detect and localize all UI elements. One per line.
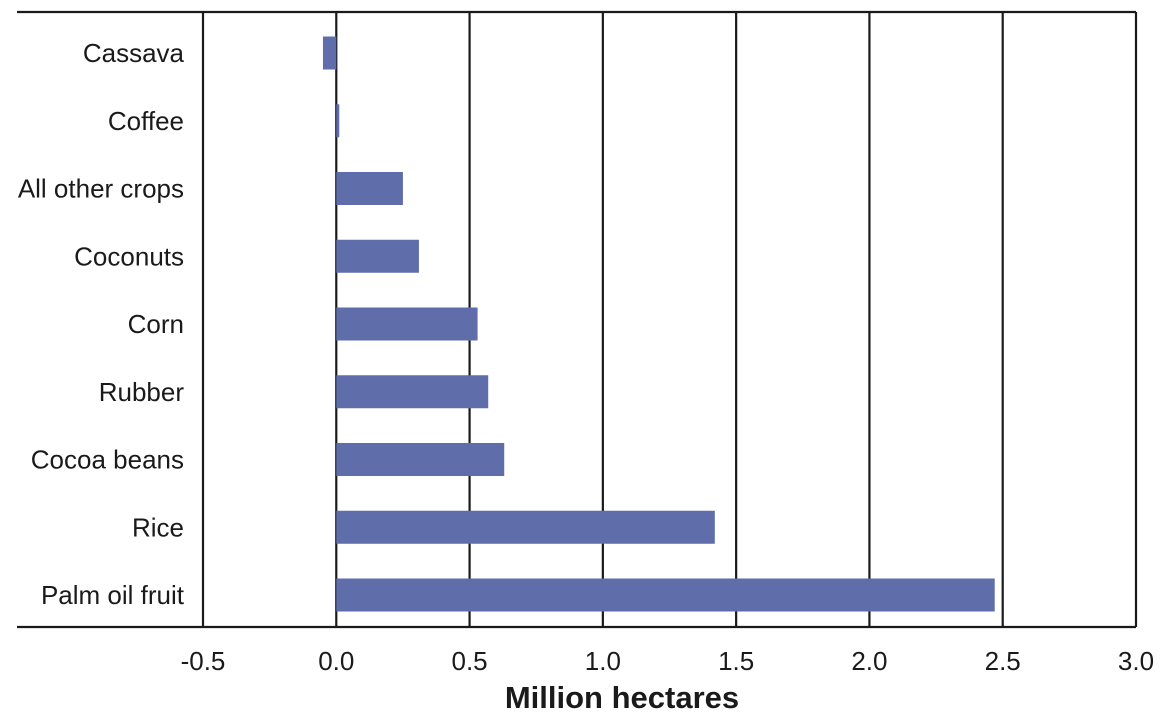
x-tick-label-1.0: 1.0: [585, 646, 621, 676]
category-label-coffee: Coffee: [108, 106, 184, 136]
category-label-coconuts: Coconuts: [74, 241, 184, 271]
bar-rice: [336, 510, 715, 544]
bar-palm-oil-fruit: [336, 578, 995, 612]
x-tick-label-2.0: 2.0: [851, 646, 887, 676]
category-label-corn: Corn: [128, 309, 184, 339]
category-label-cocoa-beans: Cocoa beans: [31, 445, 184, 475]
bar-corn: [336, 307, 478, 341]
category-label-rubber: Rubber: [99, 377, 185, 407]
category-label-all-other-crops: All other crops: [18, 174, 184, 204]
x-tick-label-1.5: 1.5: [718, 646, 754, 676]
bar-coconuts: [336, 239, 419, 273]
x-tick-label-3.0: 3.0: [1118, 646, 1154, 676]
x-tick-label--0.5: -0.5: [181, 646, 226, 676]
frame-layer: [17, 10, 1138, 629]
tick-label-layer: -0.5 0.0 0.5 1.0 1.5 2.0 2.5 3.0: [181, 646, 1154, 676]
x-axis-title: Million hectares: [505, 680, 739, 715]
category-label-rice: Rice: [132, 512, 184, 542]
bar-all-other-crops: [336, 172, 403, 205]
bar-coffee: [336, 104, 340, 138]
bar-cassava: [322, 36, 337, 70]
x-tick-label-2.5: 2.5: [985, 646, 1021, 676]
category-label-cassava: Cassava: [83, 38, 185, 68]
category-label-layer: Cassava Coffee All other crops Coconuts Corn…: [18, 38, 185, 610]
x-tick-label-0.0: 0.0: [318, 646, 354, 676]
bar-cocoa-beans: [336, 443, 505, 476]
bar-rubber: [336, 375, 489, 409]
bar-layer: [322, 36, 995, 612]
category-label-palm-oil-fruit: Palm oil fruit: [41, 580, 185, 610]
x-tick-label-0.5: 0.5: [451, 646, 487, 676]
